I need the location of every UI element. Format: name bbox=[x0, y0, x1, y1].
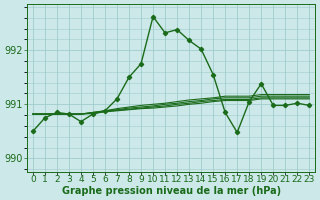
X-axis label: Graphe pression niveau de la mer (hPa): Graphe pression niveau de la mer (hPa) bbox=[61, 186, 281, 196]
